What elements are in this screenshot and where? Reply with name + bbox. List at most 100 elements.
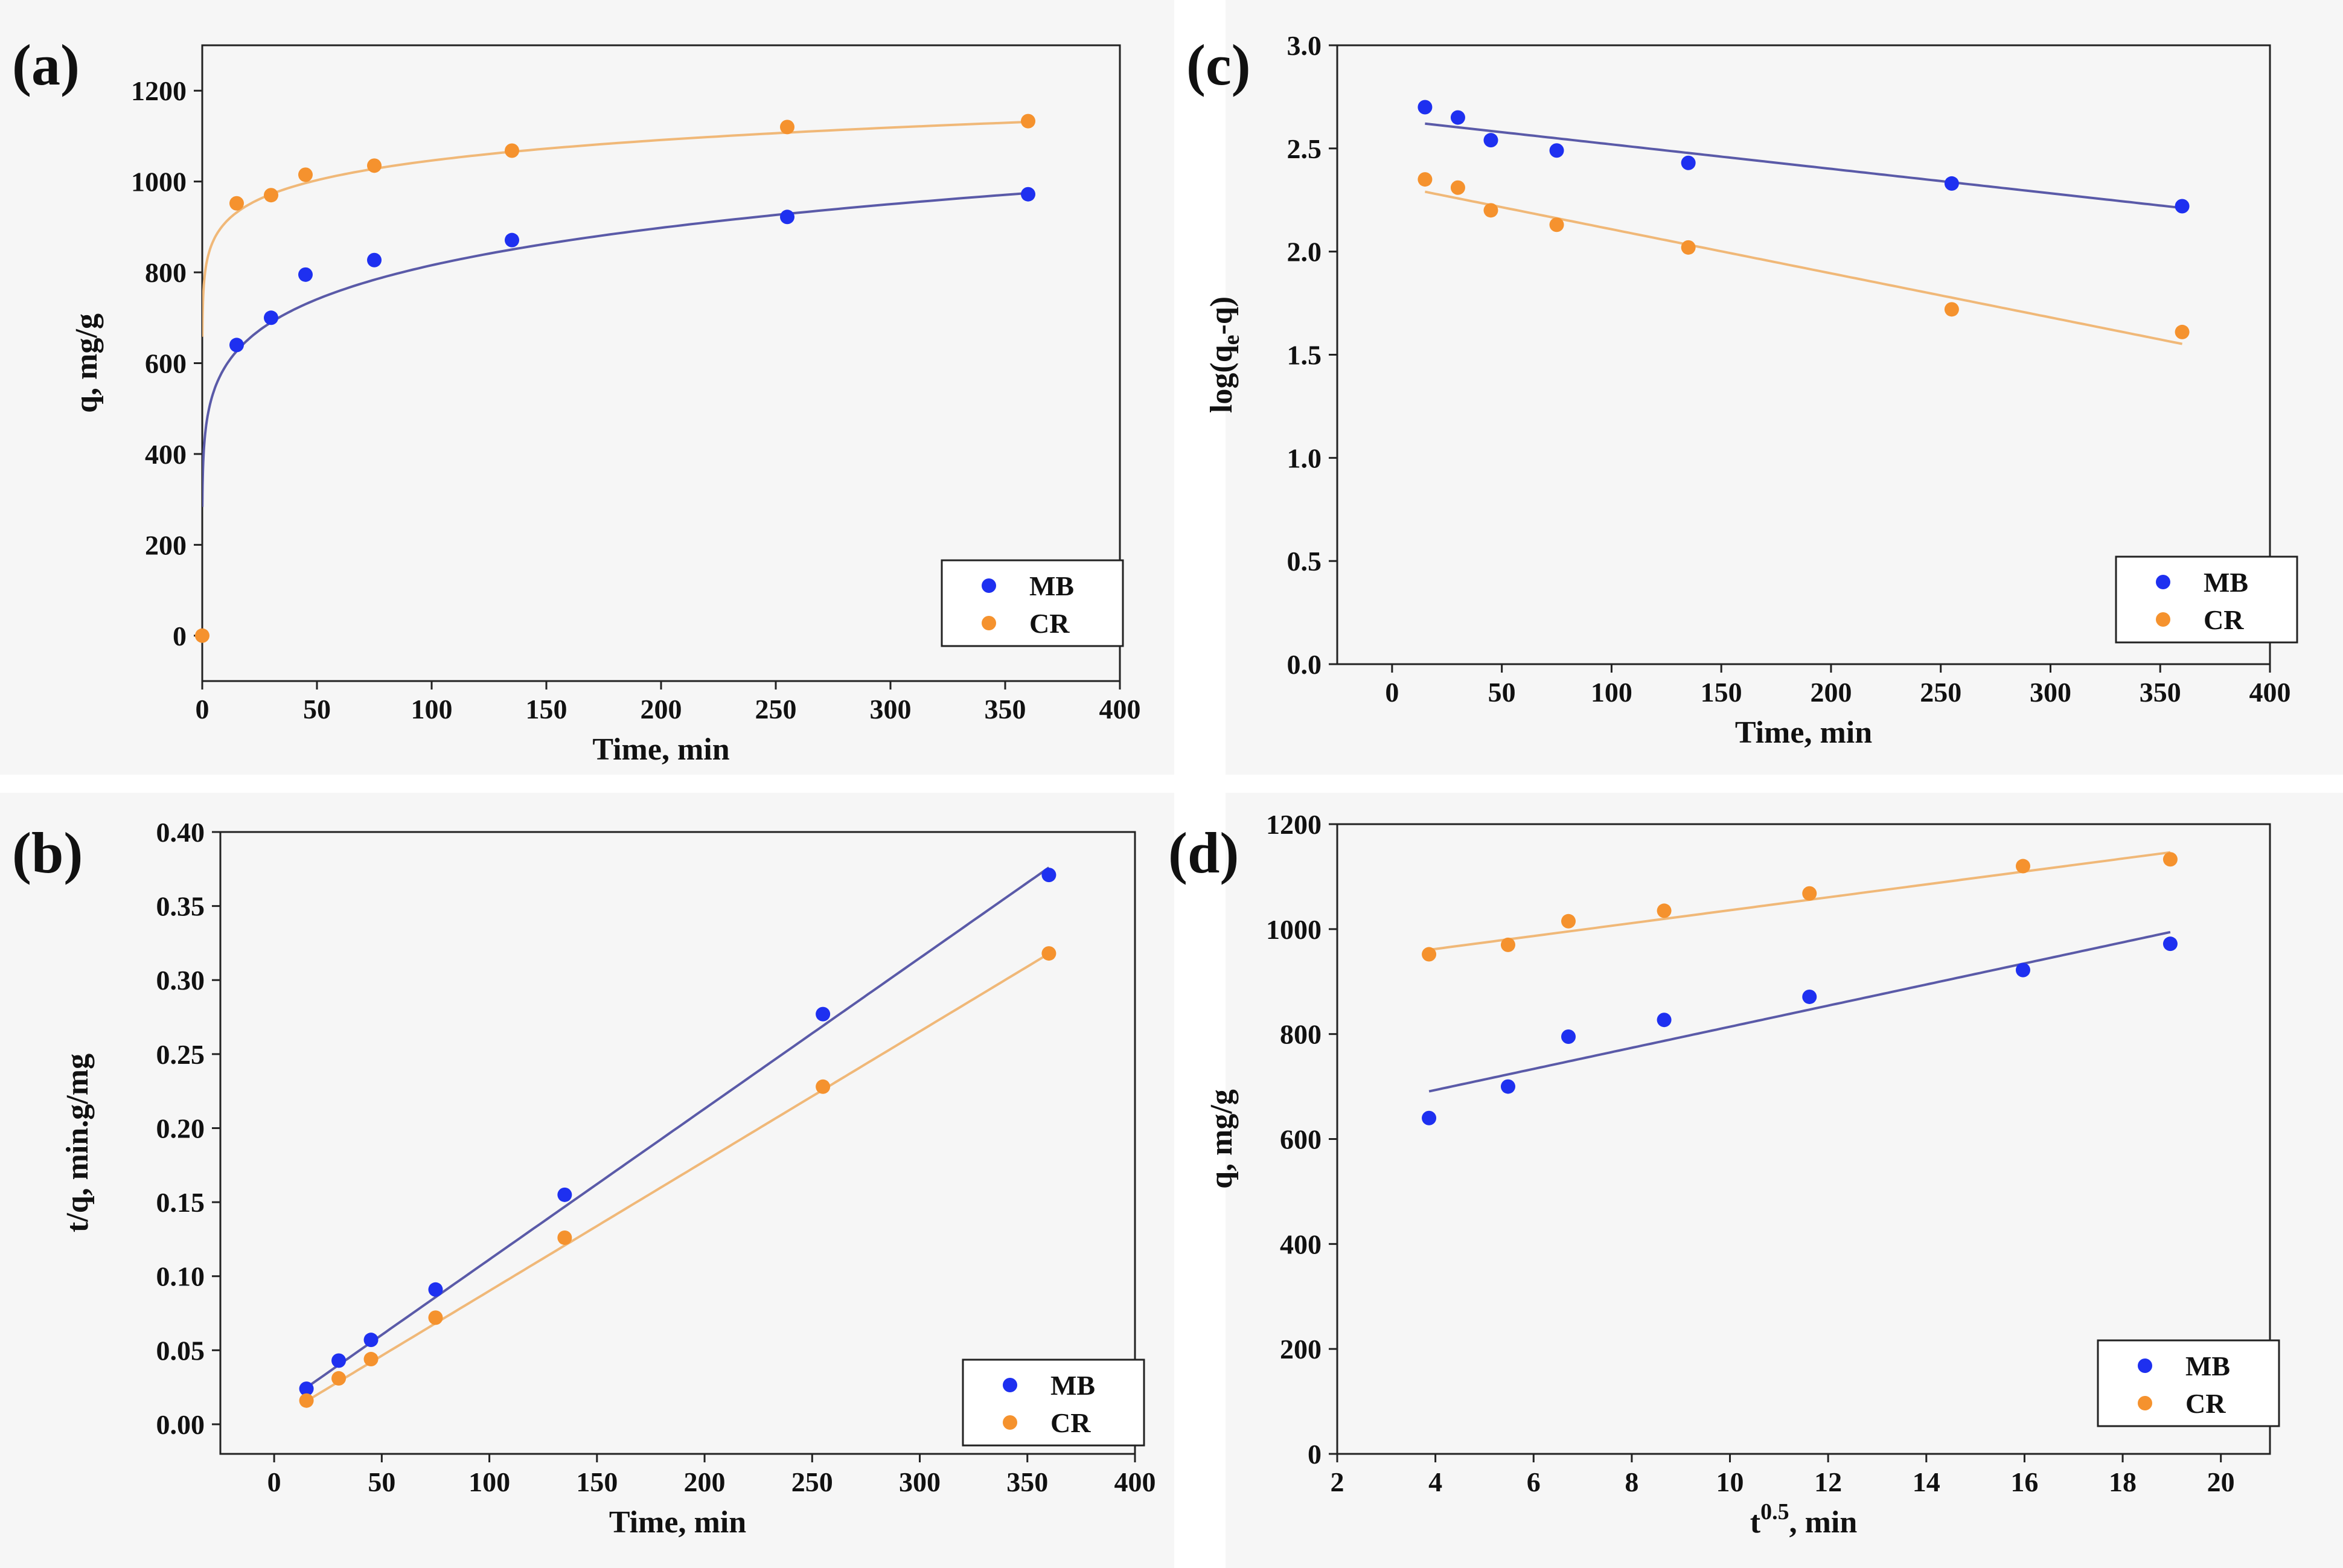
data-point-mb	[1681, 155, 1696, 170]
y-tick-label: 800	[145, 257, 187, 288]
data-point-mb	[363, 1333, 379, 1348]
x-tick-label: 16	[2010, 1467, 2038, 1497]
legend-label-mb: MB	[2185, 1351, 2230, 1381]
y-tick-label: 0.30	[156, 965, 205, 996]
y-tick-label: 0.05	[156, 1335, 205, 1366]
fit-line-cr	[1425, 190, 2182, 345]
legend-label-mb: MB	[2204, 567, 2248, 598]
chart-panel-b: (b) 0 50 100 150 200 250 300 350 400 0.00 0.05 0.10 0…	[12, 817, 1156, 1540]
y-tick-label: 2.0	[1287, 237, 1322, 267]
data-point-mb	[367, 252, 382, 267]
x-tick-label: 6	[1527, 1467, 1541, 1497]
data-point-cr	[1422, 947, 1437, 962]
data-point-mb	[505, 232, 519, 248]
data-point-mb	[1418, 100, 1433, 115]
data-point-mb	[1450, 110, 1465, 125]
x-axis-title: t0.5, min	[1750, 1499, 1858, 1540]
x-axis-title: Time, min	[1735, 715, 1872, 750]
data-point-mb	[1041, 868, 1056, 883]
fit-line-mb	[1428, 930, 2171, 1093]
data-point-cr	[1802, 886, 1817, 901]
data-point-mb	[299, 1381, 314, 1397]
legend-box	[941, 559, 1124, 647]
x-tick-label: 200	[684, 1467, 726, 1497]
x-tick-label: 100	[468, 1467, 510, 1497]
x-axis-title: Time, min	[592, 732, 729, 767]
y-tick-label: 3.0	[1287, 30, 1322, 61]
data-point-mb	[1944, 176, 1959, 191]
x-tick-label: 100	[411, 694, 453, 725]
y-tick-label: 2.5	[1287, 133, 1322, 164]
data-point-mb	[1021, 187, 1035, 202]
data-point-cr	[1549, 217, 1564, 232]
chart-panel-c: (c) 0 50 100 150 200 250 300 350 400 0.0 0.5 1.0 1.5 2…	[1186, 30, 2298, 750]
data-point-cr	[331, 1371, 347, 1386]
legend-box	[2097, 1339, 2280, 1427]
panel-label: (c)	[1186, 33, 1251, 97]
data-point-mb	[1500, 1079, 1515, 1094]
legend-marker-mb	[2138, 1358, 2152, 1373]
x-tick-label: 2	[1331, 1467, 1344, 1497]
x-tick-label: 300	[899, 1467, 941, 1497]
data-point-cr	[264, 188, 278, 203]
y-tick-label: 1000	[131, 167, 187, 197]
data-point-cr	[1483, 203, 1498, 218]
y-tick-label: 1.5	[1287, 340, 1322, 371]
panel-c-background	[1226, 0, 2343, 775]
legend: MB CR	[962, 1358, 1145, 1447]
data-point-cr	[363, 1352, 379, 1367]
y-tick-label: 0.40	[156, 817, 205, 848]
y-tick-label: 0	[1308, 1439, 1322, 1470]
y-axis-title: q, mg/g	[69, 313, 104, 413]
data-point-mb	[1549, 143, 1564, 158]
data-point-cr	[1944, 302, 1959, 317]
x-tick-label: 150	[1701, 677, 1742, 708]
legend-box	[962, 1358, 1145, 1447]
y-tick-label: 800	[1280, 1019, 1322, 1050]
x-tick-label: 350	[2140, 677, 2181, 708]
fit-line-mb	[1425, 122, 2182, 210]
data-point-mb	[1422, 1110, 1437, 1125]
legend: MB CR	[2115, 555, 2298, 644]
fit-line-mb	[202, 191, 1029, 507]
x-tick-label: 14	[1913, 1467, 1940, 1497]
legend-label-cr: CR	[1050, 1407, 1091, 1438]
legend-marker-mb	[982, 578, 996, 593]
legend-marker-cr	[1003, 1415, 1017, 1430]
data-point-mb	[298, 267, 313, 282]
legend-marker-mb	[1003, 1378, 1017, 1392]
x-tick-label: 250	[755, 694, 797, 725]
x-axis-title: Time, min	[609, 1505, 746, 1540]
data-point-cr	[780, 120, 794, 135]
data-point-cr	[298, 167, 313, 182]
y-tick-label: 600	[1280, 1124, 1322, 1155]
data-point-cr	[428, 1310, 443, 1325]
x-tick-label: 8	[1625, 1467, 1638, 1497]
x-tick-label: 100	[1591, 677, 1632, 708]
chart-panel-d: (d)2 4 6 8 10 12 14 16 18 20020040060080010001200…	[1168, 809, 2280, 1540]
data-point-mb	[1802, 989, 1817, 1004]
x-tick-label: 200	[1810, 677, 1852, 708]
y-tick-label: 200	[1280, 1334, 1322, 1365]
y-tick-label: 1000	[1266, 914, 1322, 945]
y-axis-title: log(qe-q)	[1204, 296, 1244, 413]
legend-label-cr: CR	[2185, 1388, 2226, 1419]
y-tick-label: 0.35	[156, 891, 205, 922]
data-point-mb	[264, 310, 278, 325]
data-point-cr	[505, 143, 519, 158]
data-point-cr	[2175, 324, 2190, 339]
data-point-cr	[367, 158, 382, 173]
legend-marker-cr	[2138, 1396, 2152, 1410]
x-tick-label: 18	[2109, 1467, 2137, 1497]
data-point-mb	[428, 1282, 443, 1297]
data-point-mb	[2162, 936, 2178, 952]
panel-label: (b)	[12, 821, 83, 885]
y-tick-label: 1200	[131, 75, 187, 106]
chart-panel-a: (a) 0 50 100 150 200 250 300 350 400 0 200 400 600 800…	[12, 33, 1141, 767]
data-point-mb	[2175, 199, 2190, 214]
y-tick-label: 400	[1280, 1229, 1322, 1259]
y-tick-label: 1200	[1266, 809, 1322, 840]
panel-d-background	[1226, 793, 2343, 1568]
data-point-cr	[2015, 859, 2030, 874]
